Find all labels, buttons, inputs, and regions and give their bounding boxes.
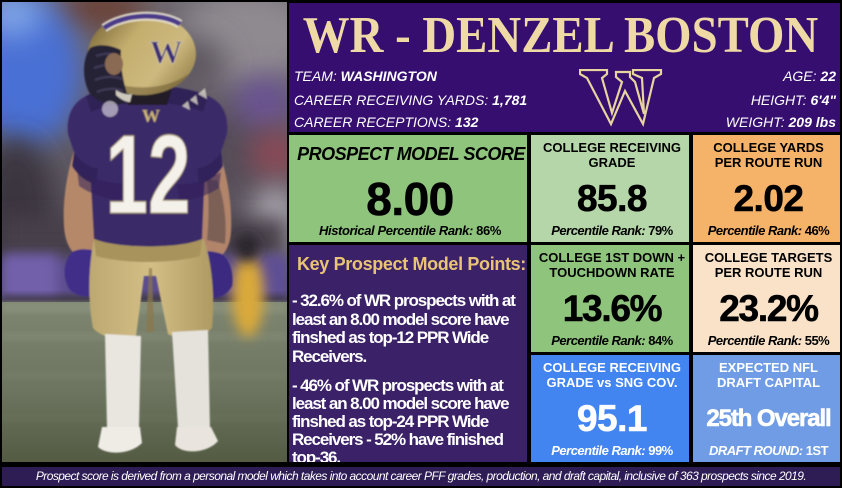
svg-text:W: W: [142, 106, 160, 126]
svg-text:W: W: [150, 35, 183, 71]
svg-text:12: 12: [106, 112, 191, 237]
